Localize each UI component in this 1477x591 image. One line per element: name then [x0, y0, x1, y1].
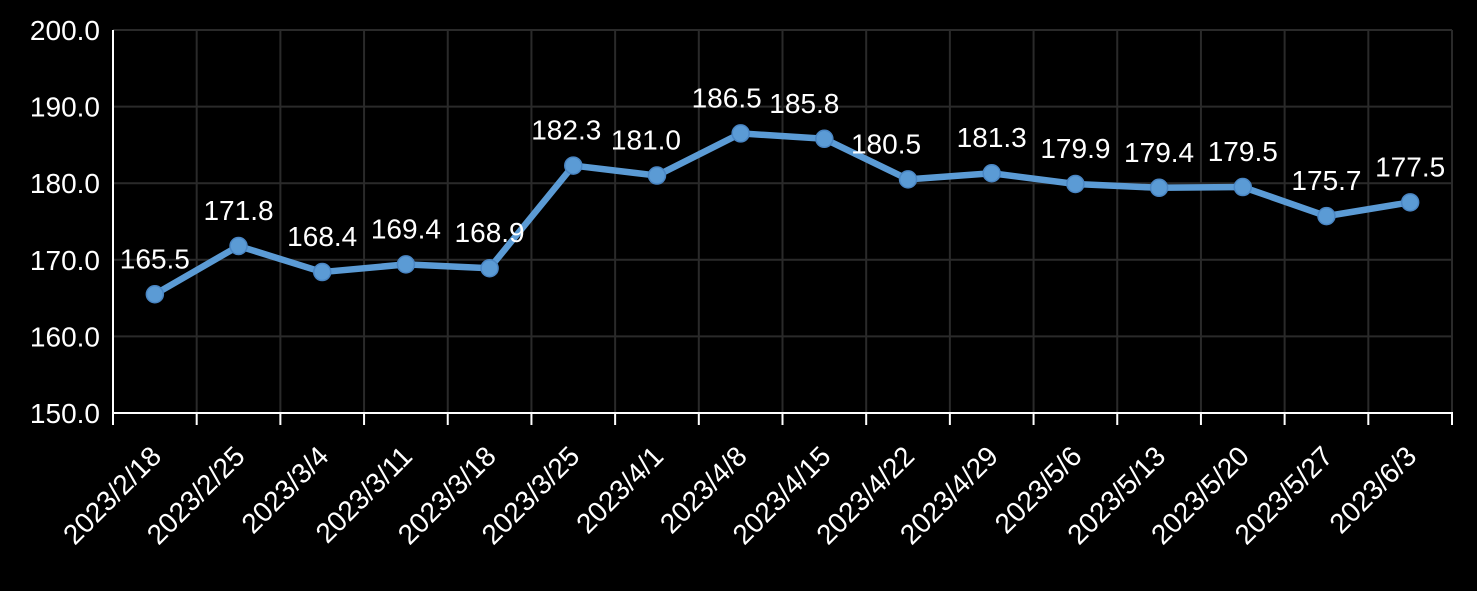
- data-label: 180.5: [851, 128, 921, 159]
- data-label: 171.8: [203, 195, 273, 226]
- x-axis-tick-label: 2023/4/1: [570, 440, 669, 539]
- data-series-line: [151, 130, 1414, 298]
- data-label: 169.4: [371, 213, 441, 244]
- data-label: 179.9: [1040, 133, 1110, 164]
- data-label: 177.5: [1375, 151, 1445, 182]
- data-point-marker: [898, 170, 918, 189]
- data-point-marker: [312, 262, 332, 282]
- y-axis-tick-label: 180.0: [30, 168, 100, 199]
- data-point-marker: [1400, 193, 1420, 212]
- data-point-marker: [564, 156, 583, 175]
- data-label: 181.3: [957, 122, 1027, 153]
- y-axis-tick-label: 200.0: [30, 15, 100, 46]
- data-point-markers: [145, 124, 1420, 304]
- data-label: 181.0: [611, 125, 681, 156]
- data-labels: 165.5 171.8 168.4 169.4 168.9 182.3 181.0 186.5…: [120, 82, 1445, 274]
- data-label: 168.9: [455, 217, 525, 248]
- x-axis-labels: 2023/2/182023/2/252023/3/42023/3/112023/…: [57, 440, 1422, 550]
- y-axis-tick-label: 190.0: [30, 92, 100, 123]
- data-label: 179.4: [1124, 137, 1194, 168]
- y-axis-tick-label: 170.0: [30, 245, 100, 276]
- data-point-marker: [1317, 206, 1336, 226]
- data-point-marker: [480, 258, 499, 278]
- data-label: 186.5: [692, 82, 762, 113]
- data-point-marker: [145, 285, 165, 304]
- data-label: 185.8: [769, 88, 839, 119]
- data-point-marker: [731, 124, 750, 143]
- data-point-marker: [982, 163, 1001, 183]
- data-label: 179.5: [1208, 136, 1278, 167]
- data-point-marker: [647, 166, 667, 185]
- data-point-marker: [1149, 178, 1169, 198]
- y-axis-labels: 150.0 160.0 170.0 180.0 190.0 200.0: [30, 15, 100, 429]
- x-axis-tick-label: 2023/6/3: [1323, 440, 1422, 539]
- gridlines: [113, 29, 1453, 413]
- data-point-marker: [815, 129, 834, 149]
- data-label: 165.5: [120, 243, 190, 274]
- data-point-marker: [1066, 174, 1085, 194]
- data-label: 175.7: [1291, 165, 1361, 196]
- data-point-marker: [229, 236, 248, 256]
- axes: [112, 30, 1453, 425]
- y-axis-tick-label: 160.0: [30, 321, 100, 352]
- y-axis-tick-label: 150.0: [30, 398, 100, 429]
- data-point-marker: [1233, 177, 1253, 197]
- data-label: 182.3: [531, 115, 601, 146]
- data-label: 168.4: [287, 221, 357, 252]
- data-point-marker: [396, 255, 416, 274]
